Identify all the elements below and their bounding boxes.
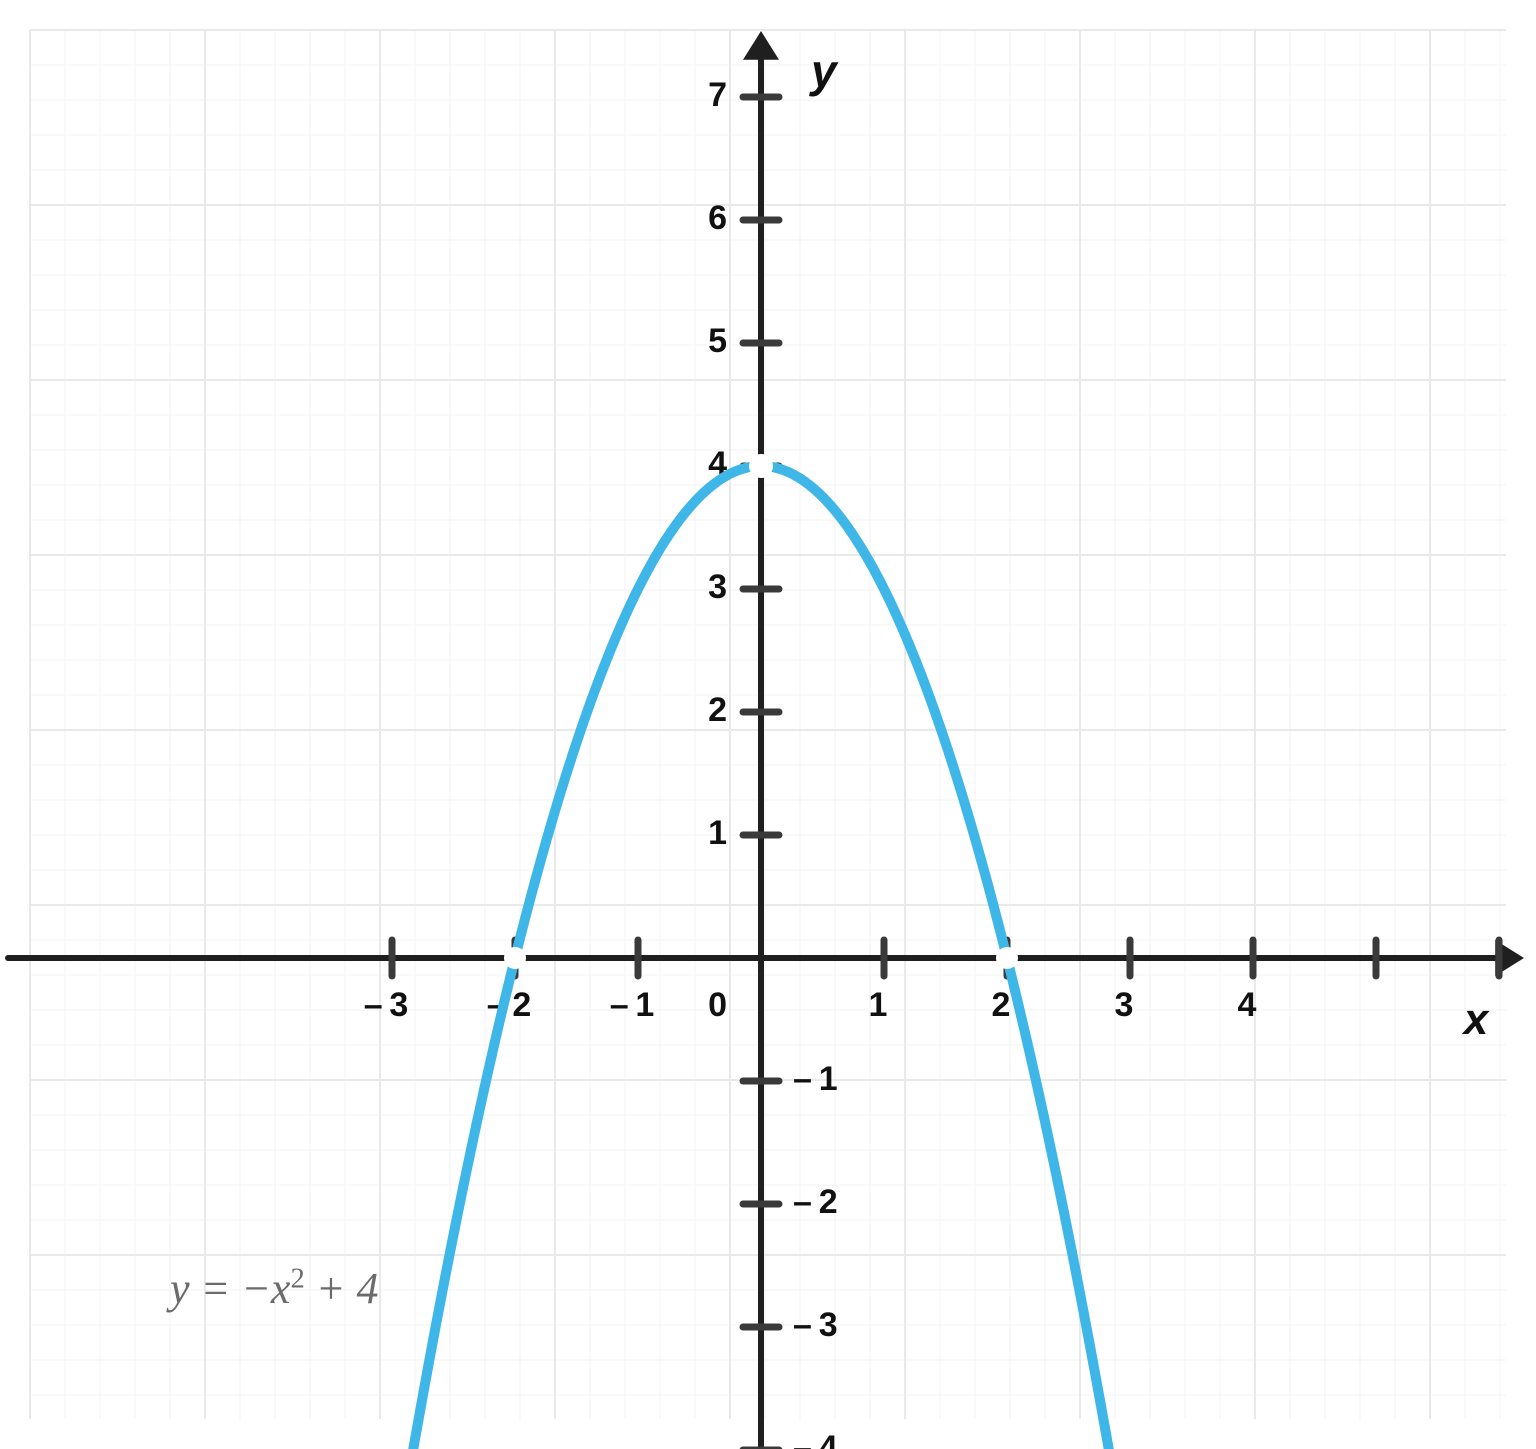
- y-tick-label: 2: [708, 691, 727, 729]
- y-tick-label: 5: [708, 322, 727, 360]
- origin-label: 0: [708, 986, 727, 1024]
- y-axis-label: y: [809, 45, 839, 97]
- y-tick-label: 3: [708, 568, 727, 606]
- equation-label: y = −x2 + 4: [170, 1263, 378, 1314]
- chart-container: – 3– 2– 11234– 5– 4– 3– 2– 112345670xy y…: [0, 0, 1536, 1449]
- x-tick-label: 1: [869, 986, 888, 1024]
- y-tick-label: – 4: [793, 1429, 838, 1449]
- x-tick-label: 2: [992, 986, 1011, 1024]
- y-tick-label: – 1: [793, 1060, 838, 1098]
- x-tick-label: – 1: [610, 986, 655, 1024]
- y-tick-label: 1: [708, 814, 727, 852]
- y-tick-label: 6: [708, 199, 727, 237]
- x-axis-label: x: [1462, 995, 1490, 1044]
- y-tick-label: 7: [708, 76, 727, 114]
- y-tick-label: – 3: [793, 1306, 838, 1344]
- x-tick-label: – 3: [364, 986, 409, 1024]
- y-tick-label: – 2: [793, 1183, 838, 1221]
- x-tick-label: 3: [1115, 986, 1134, 1024]
- x-tick-label: 4: [1238, 986, 1257, 1024]
- chart-svg: – 3– 2– 11234– 5– 4– 3– 2– 112345670xy: [0, 0, 1536, 1449]
